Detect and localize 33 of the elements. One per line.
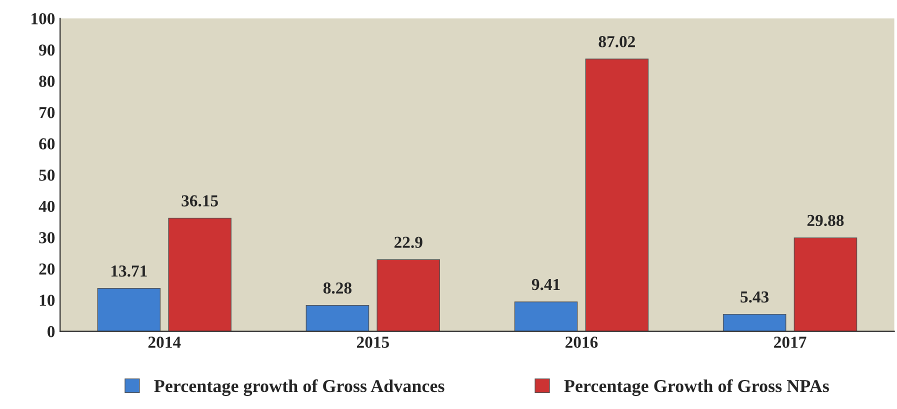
- bar: [585, 58, 649, 332]
- data-label: 87.02: [598, 36, 635, 48]
- y-tick-label: 30: [39, 232, 55, 244]
- bar: [794, 237, 858, 332]
- y-tick-label: 70: [40, 106, 55, 118]
- data-label: 22.9: [394, 236, 422, 248]
- y-tick-label: 20: [39, 263, 55, 275]
- legend-label: Percentage Growth of Gross NPAs: [564, 379, 829, 396]
- bar: [168, 218, 232, 332]
- y-tick-label: 10: [40, 294, 55, 306]
- bar: [514, 302, 578, 332]
- y-tick-label: 50: [39, 170, 55, 181]
- x-tick-label: 2014: [148, 336, 181, 348]
- y-tick-label: 90: [39, 44, 55, 56]
- legend-label: Percentage growth of Gross Advances: [154, 379, 444, 396]
- x-tick-label: 2016: [566, 336, 598, 348]
- data-label: 36.15: [182, 195, 218, 207]
- bar: [97, 288, 161, 332]
- y-tick-label: 80: [39, 76, 55, 87]
- bar: [376, 259, 440, 332]
- data-label: 8.28: [323, 282, 352, 294]
- y-tick-label: 0: [48, 326, 55, 338]
- y-tick-label: 100: [32, 13, 55, 24]
- data-label: 29.88: [807, 214, 844, 226]
- x-tick-label: 2017: [774, 336, 806, 348]
- x-tick-label: 2015: [356, 336, 389, 348]
- bar: [722, 314, 786, 332]
- y-tick-label: 60: [39, 138, 55, 150]
- data-label: 13.71: [112, 265, 147, 277]
- data-label: 5.43: [740, 291, 769, 303]
- y-tick-label: 40: [38, 200, 55, 212]
- bar: [306, 305, 370, 332]
- data-label: 9.41: [532, 278, 560, 290]
